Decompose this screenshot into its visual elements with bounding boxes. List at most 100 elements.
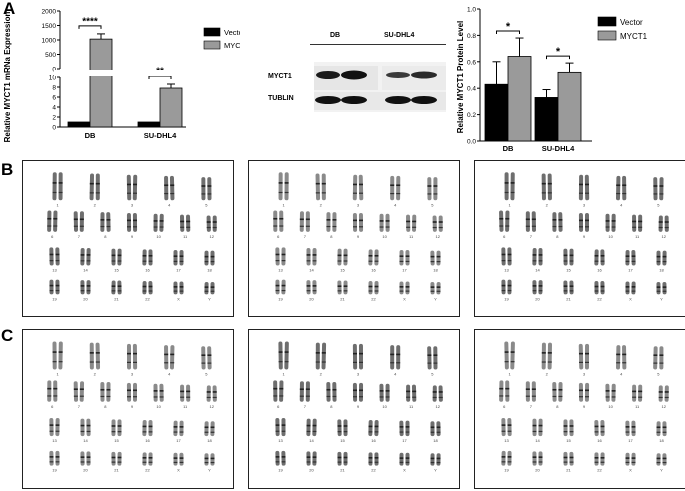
chromatid (275, 418, 280, 437)
chromatid (432, 215, 437, 232)
chromosome-band (359, 226, 363, 228)
chromatid (169, 175, 175, 201)
blot-row-myct1: MYCT1 (268, 73, 292, 80)
centromere-band (631, 457, 636, 459)
centromere-band (299, 218, 304, 221)
centromere-band (148, 456, 153, 459)
chromosome-band (117, 260, 122, 262)
chromosome-band (337, 290, 342, 292)
centromere-band (312, 285, 317, 287)
chromatid (111, 248, 116, 266)
chromosome-band (653, 362, 658, 364)
chromatid (153, 383, 158, 402)
blot-header-line (310, 44, 446, 45)
centromere-band (525, 218, 530, 221)
centromere-band (49, 284, 54, 287)
chromosome-band (390, 192, 395, 195)
centromere-band (326, 388, 331, 391)
centromere-band (312, 254, 317, 256)
chromosome-band (73, 225, 78, 227)
chromosome-pair (278, 172, 289, 201)
chromatid (212, 215, 217, 232)
chromatid (337, 451, 342, 466)
chromosome-band (305, 225, 310, 227)
mrna-significance-label: **** (82, 16, 98, 27)
protein-legend-label: Vector (620, 18, 643, 27)
chromosome-pair (563, 419, 574, 437)
chromosome-pair (126, 343, 138, 370)
chromatid (117, 248, 122, 266)
chromosome-band (585, 226, 589, 228)
chromatid (273, 210, 278, 232)
chromosome-band (173, 431, 178, 433)
chromosome-band (430, 431, 435, 433)
chromatid (658, 215, 663, 232)
chromosome-band (436, 261, 441, 263)
chromosome-band (180, 226, 185, 228)
chromatid (326, 382, 331, 402)
chromosome-band (127, 396, 131, 398)
chromatid (594, 452, 599, 466)
centromere-band (89, 182, 94, 185)
chromosome-number: 3 (131, 202, 134, 207)
chromosome-band (299, 225, 304, 227)
blot-col-db: DB (330, 32, 341, 39)
chromosome-band (353, 361, 357, 363)
chromatid (406, 384, 411, 402)
chromosome-number: 17 (628, 438, 633, 443)
chromosome-number: 7 (78, 404, 81, 409)
chromatid (204, 250, 209, 266)
chromatid (411, 384, 417, 402)
chromosome-band (622, 192, 627, 195)
chromosome-number: 15 (114, 438, 119, 443)
band-tublin-su-vector (385, 96, 411, 104)
chromosome-number: Y (660, 296, 663, 301)
chromosome-band (201, 193, 206, 195)
chromatid (89, 342, 94, 370)
centromere-band (273, 387, 278, 390)
chromosome-band (133, 226, 137, 228)
chromatid (312, 451, 317, 466)
chromosome-band (600, 260, 605, 262)
chromosome-pair (49, 247, 60, 266)
chromosome-pair (532, 280, 543, 295)
chromosome-band (80, 290, 85, 292)
chromatid (326, 212, 331, 232)
centromere-band (659, 354, 664, 356)
chromosome-number: 8 (556, 234, 559, 239)
chromosome-band (638, 226, 643, 228)
chromosome-pair (142, 452, 153, 466)
chromosome-pair (352, 212, 364, 232)
centromere-band (170, 353, 175, 356)
centromere-band (359, 183, 363, 186)
centromere-band (58, 351, 63, 353)
centromere-band (664, 221, 669, 223)
chromosome-number: 13 (52, 438, 57, 443)
chromosome-band (501, 289, 506, 292)
chromosome-band (504, 361, 509, 363)
centromere-band (279, 387, 284, 390)
centromere-band (432, 221, 437, 223)
chromosome-band (49, 430, 54, 432)
chromosome-pair (563, 451, 574, 466)
chromosome-band (579, 192, 583, 194)
chromosome-band (100, 395, 105, 398)
chromosome-pair (501, 279, 512, 295)
chromatid (405, 420, 410, 437)
chromosome-band (281, 461, 286, 463)
chromosome-band (430, 261, 435, 263)
centromere-band (337, 285, 342, 288)
chromosome-pair (656, 250, 667, 266)
chromatid (343, 280, 348, 295)
chromosome-pair (399, 452, 410, 466)
centromere-band (153, 220, 158, 222)
chromatid (578, 174, 584, 201)
chromatid (80, 451, 85, 466)
chromatid (510, 341, 515, 370)
centromere-band (206, 221, 211, 223)
chromosome-pair (299, 381, 310, 402)
chromosome-pair (80, 280, 91, 295)
mrna-legend-swatch (203, 40, 221, 50)
chromosome-number: 2 (546, 202, 549, 207)
chromosome-band (406, 396, 411, 398)
